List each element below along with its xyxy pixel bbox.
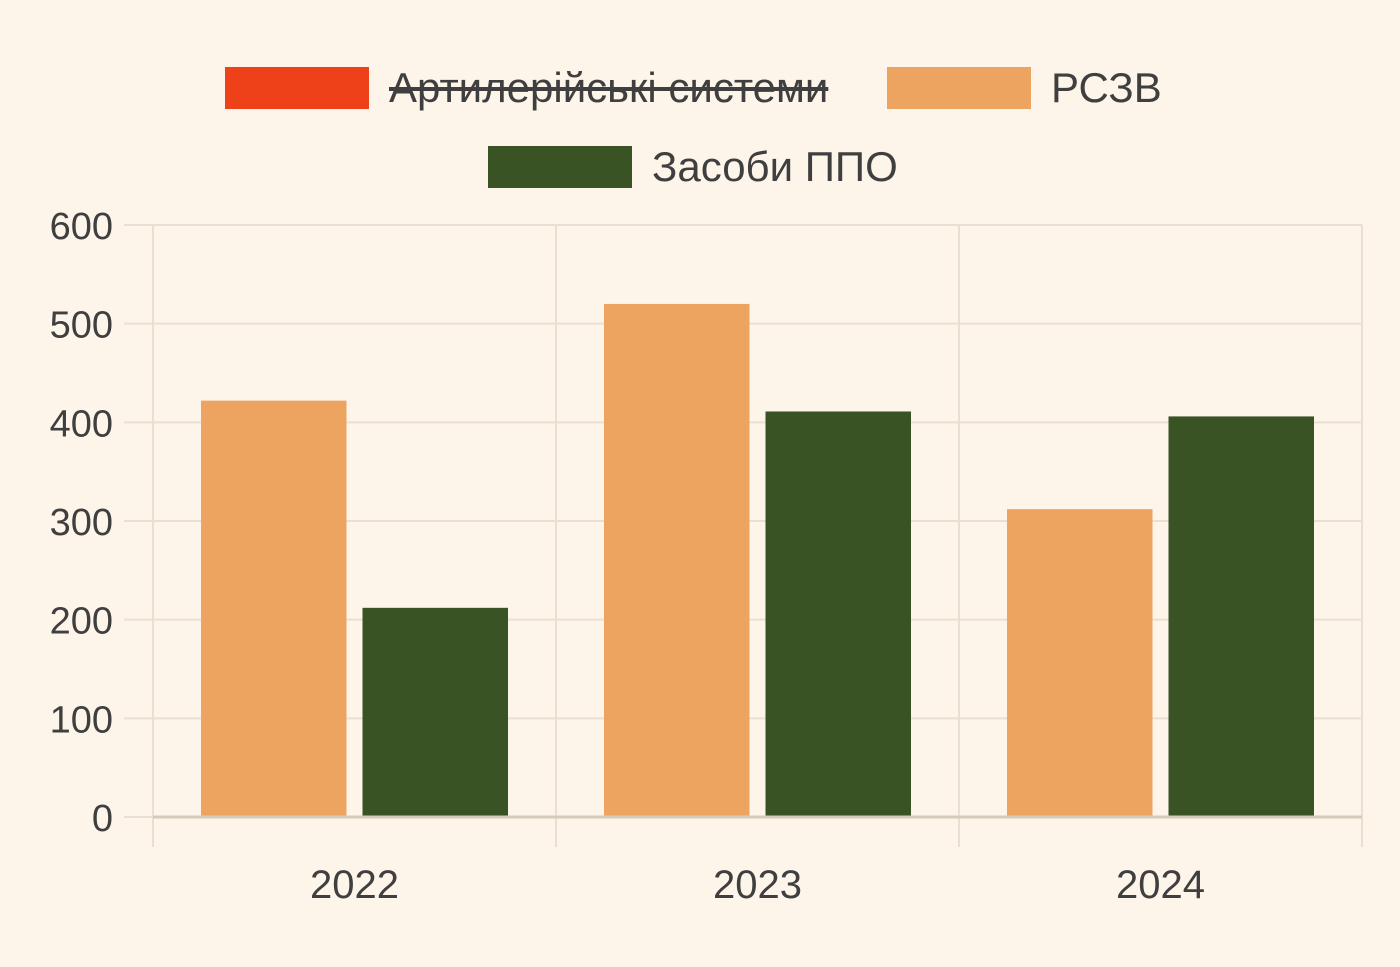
bar-2022-series-2[interactable] bbox=[362, 607, 509, 817]
bars-layer bbox=[201, 303, 1315, 817]
x-tick-label: 2024 bbox=[1116, 863, 1205, 907]
y-tick-label: 500 bbox=[50, 305, 113, 347]
bar-2023-series-2[interactable] bbox=[765, 411, 912, 817]
legend-swatch bbox=[225, 67, 369, 109]
y-tick-label: 300 bbox=[50, 502, 113, 544]
legend-swatch bbox=[488, 146, 632, 188]
legend-label: РСЗВ bbox=[1051, 64, 1162, 111]
y-tick-label: 200 bbox=[50, 601, 113, 643]
y-tick-label: 400 bbox=[50, 403, 113, 445]
y-tick-label: 600 bbox=[50, 206, 113, 248]
y-tick-label: 100 bbox=[50, 699, 113, 741]
legend-swatch bbox=[887, 67, 1031, 109]
bar-2024-series-1[interactable] bbox=[1007, 509, 1153, 817]
bar-2024-series-2[interactable] bbox=[1168, 416, 1315, 817]
bar-2022-series-1[interactable] bbox=[201, 400, 347, 817]
legend: Артилерійські системи РСЗВ Засоби ППО bbox=[225, 64, 1162, 190]
y-tick-label: 0 bbox=[92, 798, 113, 840]
bar-2023-series-1[interactable] bbox=[604, 303, 750, 817]
legend-label: Засоби ППО bbox=[652, 143, 898, 190]
legend-item-series-1[interactable]: РСЗВ bbox=[887, 64, 1162, 111]
x-tick-label: 2023 bbox=[713, 863, 802, 907]
legend-item-series-2[interactable]: Засоби ППО bbox=[488, 143, 898, 190]
x-tick-label: 2022 bbox=[310, 863, 399, 907]
axes-layer: 0 100 200 300 400 500 600 2022 2023 2024 bbox=[50, 206, 1362, 907]
legend-item-series-0[interactable]: Артилерійські системи bbox=[225, 64, 829, 111]
